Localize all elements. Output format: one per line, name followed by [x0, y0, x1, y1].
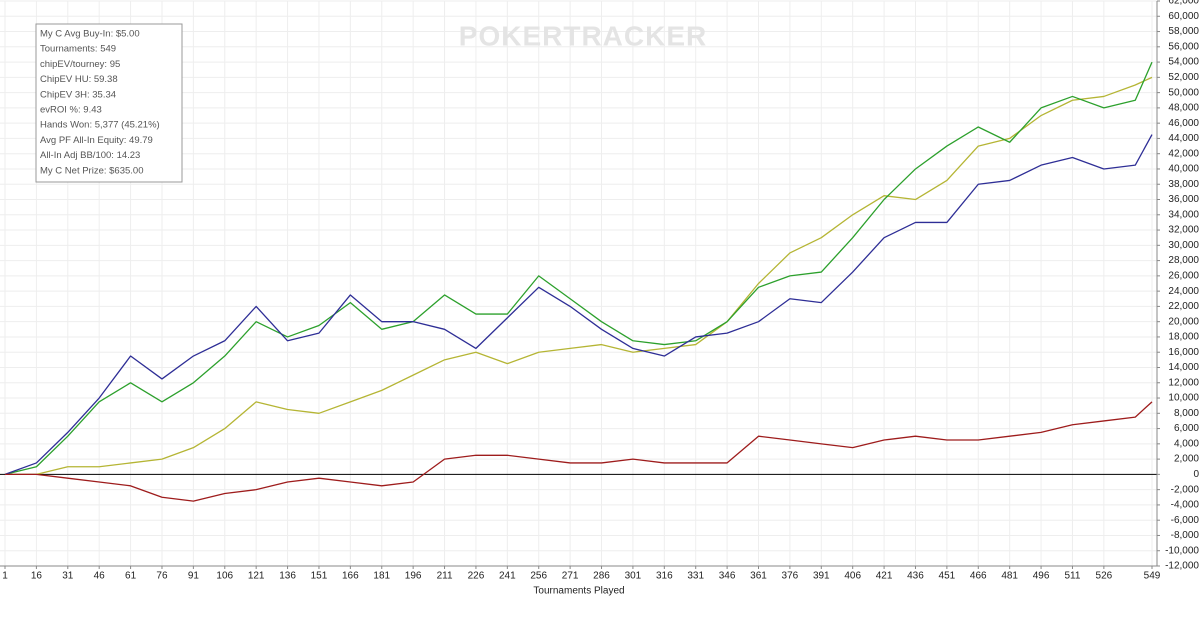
x-tick-label: 46: [94, 571, 106, 582]
stat-line: Hands Won: 5,377 (45.21%): [40, 120, 160, 131]
stat-line: ChipEV 3H: 35.34: [40, 89, 116, 100]
stat-line: My C Avg Buy-In: $5.00: [40, 29, 140, 40]
x-tick-label: 151: [311, 571, 328, 582]
y-tick-label: 60,000: [1168, 11, 1199, 22]
y-tick-label: 22,000: [1168, 301, 1199, 312]
x-tick-label: 196: [405, 571, 422, 582]
y-tick-label: 12,000: [1168, 377, 1199, 388]
x-tick-label: 549: [1144, 571, 1161, 582]
y-tick-label: -4,000: [1171, 500, 1200, 511]
y-tick-label: 10,000: [1168, 393, 1199, 404]
series-line: [5, 401, 1153, 502]
y-tick-label: 50,000: [1168, 87, 1199, 98]
x-tick-label: 301: [625, 571, 642, 582]
x-tick-label: 181: [373, 571, 390, 582]
x-tick-label: 121: [248, 571, 265, 582]
y-tick-label: 6,000: [1174, 423, 1199, 434]
y-tick-label: 56,000: [1168, 41, 1199, 52]
watermark: POKERTRACKER: [459, 20, 707, 51]
x-tick-label: 226: [468, 571, 485, 582]
x-tick-label: 451: [939, 571, 956, 582]
ticks: -12,000 -10,000 -8,000 -6,000 -4,000 -2,000 0 2…: [2, 0, 1199, 582]
x-tick-label: 496: [1033, 571, 1050, 582]
x-tick-label: 91: [188, 571, 200, 582]
x-tick-label: 346: [719, 571, 736, 582]
y-tick-label: -12,000: [1165, 561, 1199, 572]
x-tick-label: 391: [813, 571, 830, 582]
stat-line: Tournaments: 549: [40, 44, 116, 55]
x-tick-label: 316: [656, 571, 673, 582]
stat-line: evROI %: 9.43: [40, 105, 102, 116]
y-tick-label: 38,000: [1168, 179, 1199, 190]
x-tick-label: 166: [342, 571, 359, 582]
x-tick-label: 106: [216, 571, 233, 582]
y-tick-label: 52,000: [1168, 72, 1199, 83]
x-axis-title: Tournaments Played: [533, 586, 624, 597]
y-tick-label: 44,000: [1168, 133, 1199, 144]
stat-line: My C Net Prize: $635.00: [40, 165, 144, 176]
x-tick-label: 1: [2, 571, 8, 582]
stat-line: Avg PF All-In Equity: 49.79: [40, 135, 153, 146]
stats-box: [35, 23, 183, 183]
y-tick-label: 16,000: [1168, 347, 1199, 358]
stat-line: chipEV/tourney: 95: [40, 59, 120, 70]
y-tick-label: -6,000: [1171, 515, 1200, 526]
y-tick-label: 18,000: [1168, 332, 1199, 343]
y-tick-label: 34,000: [1168, 209, 1199, 220]
y-tick-label: -2,000: [1171, 484, 1200, 495]
y-tick-label: 14,000: [1168, 362, 1199, 373]
stat-line: All-In Adj BB/100: 14.23: [40, 150, 140, 161]
x-tick-label: 61: [125, 571, 137, 582]
y-tick-label: 54,000: [1168, 57, 1199, 68]
x-tick-label: 241: [499, 571, 516, 582]
x-tick-label: 271: [562, 571, 579, 582]
y-tick-label: 28,000: [1168, 255, 1199, 266]
x-tick-label: 436: [907, 571, 924, 582]
series-line: [4, 61, 1153, 476]
series-line: [4, 134, 1153, 475]
x-tick-label: 376: [782, 571, 799, 582]
x-tick-label: 211: [437, 571, 453, 582]
y-tick-label: 4,000: [1174, 438, 1199, 449]
y-tick-label: 32,000: [1168, 225, 1199, 236]
y-tick-label: 48,000: [1168, 103, 1199, 114]
y-tick-label: 24,000: [1168, 286, 1199, 297]
y-tick-label: 26,000: [1168, 271, 1199, 282]
y-tick-label: -8,000: [1171, 530, 1200, 541]
x-tick-label: 331: [687, 571, 704, 582]
x-tick-label: 76: [156, 571, 168, 582]
stat-line: ChipEV HU: 59.38: [40, 74, 118, 85]
x-tick-label: 406: [844, 571, 861, 582]
y-tick-label: 42,000: [1168, 148, 1199, 159]
x-tick-label: 361: [750, 571, 767, 582]
y-tick-label: 40,000: [1168, 164, 1199, 175]
series-line: [5, 76, 1153, 476]
x-tick-label: 466: [970, 571, 987, 582]
x-tick-label: 286: [593, 571, 610, 582]
x-tick-label: 421: [876, 571, 893, 582]
x-tick-label: 256: [530, 571, 547, 582]
y-tick-label: 0: [1193, 469, 1199, 480]
stats: My C Avg Buy-In: $5.00 Tournaments: 549 ch…: [40, 29, 160, 177]
y-tick-label: 36,000: [1168, 194, 1199, 205]
y-tick-label: 2,000: [1174, 454, 1199, 465]
x-tick-label: 16: [31, 571, 43, 582]
y-tick-label: -10,000: [1165, 545, 1199, 556]
x-tick-label: 136: [279, 571, 296, 582]
x-tick-label: 511: [1064, 571, 1080, 582]
y-tick-label: 8,000: [1174, 408, 1199, 419]
x-tick-label: 31: [62, 571, 74, 582]
y-tick-label: 30,000: [1168, 240, 1199, 251]
y-tick-label: 20,000: [1168, 316, 1199, 327]
y-tick-label: 62,000: [1168, 0, 1199, 7]
x-tick-label: 526: [1096, 571, 1113, 582]
y-tick-label: 58,000: [1168, 26, 1199, 37]
y-tick-label: 46,000: [1168, 118, 1199, 129]
lines: [0, 61, 1157, 502]
x-tick-label: 481: [1001, 571, 1018, 582]
